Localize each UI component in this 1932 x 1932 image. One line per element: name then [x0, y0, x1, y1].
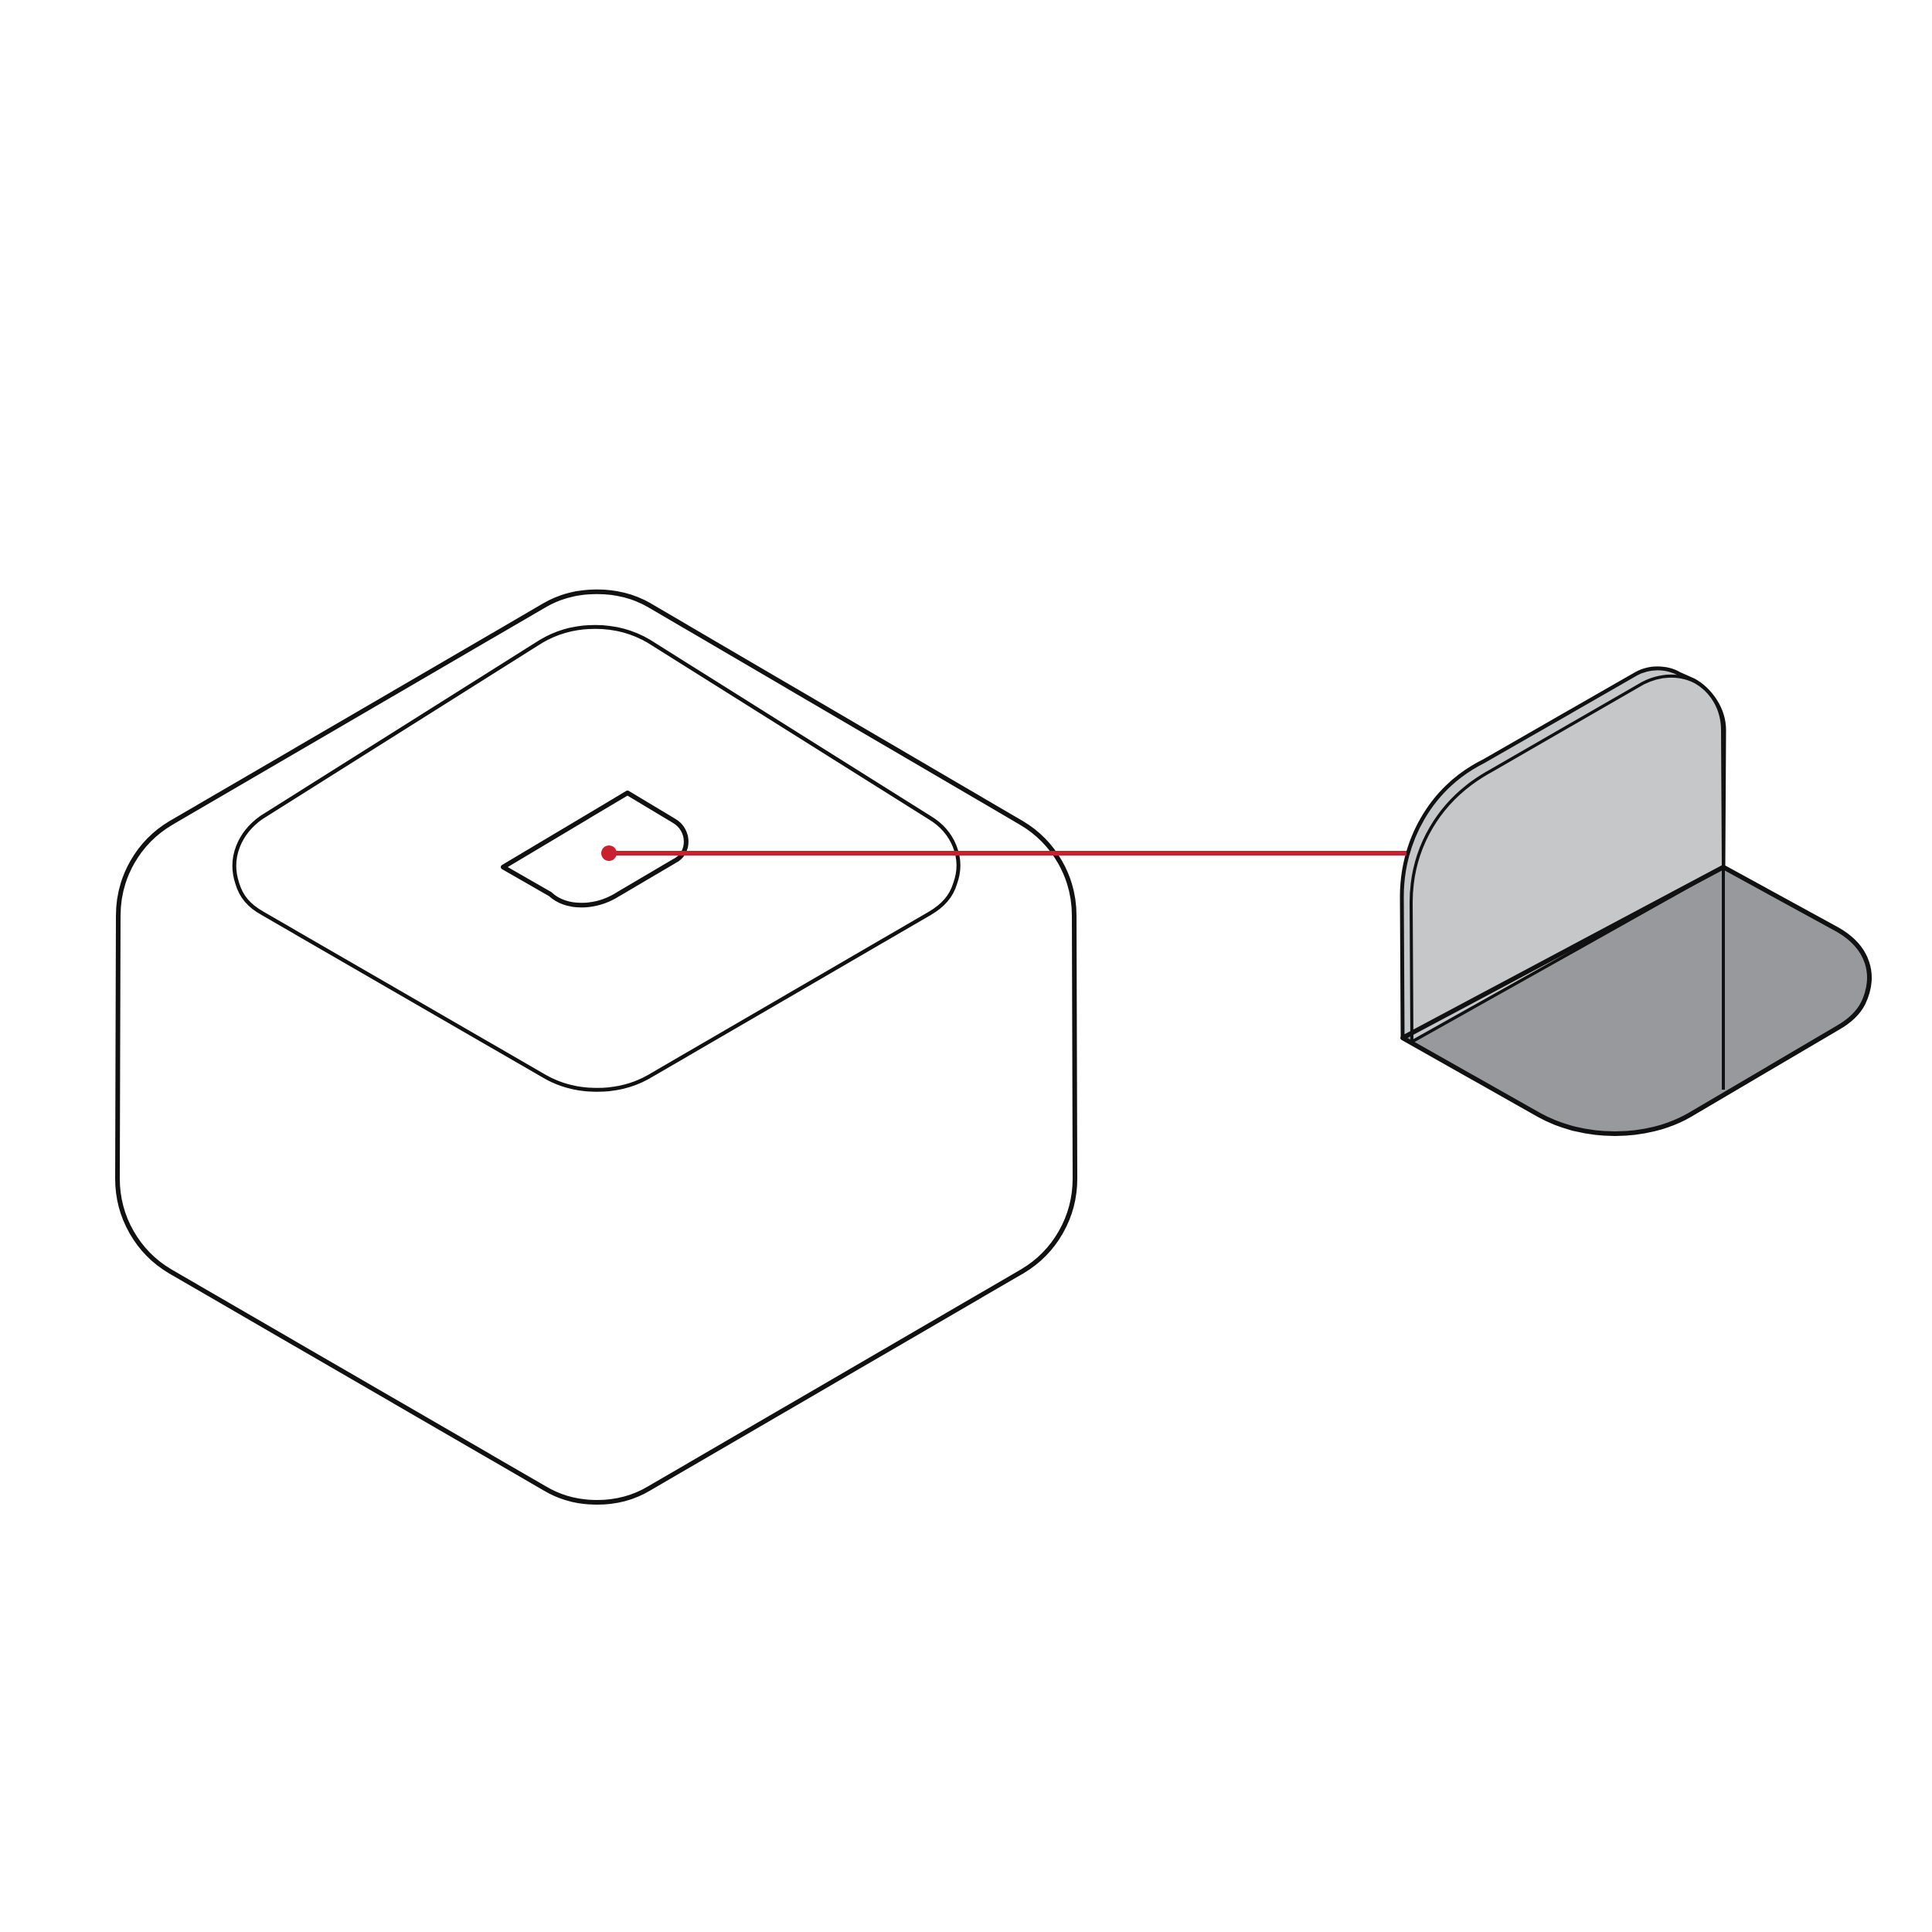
corner-floor [1400, 865, 1872, 1136]
box-outline [115, 589, 1077, 1505]
leader-origin-dot [601, 845, 617, 861]
corner-base-edge [1401, 865, 1725, 1040]
top-vent [501, 791, 689, 908]
corner-wall-inner [1410, 674, 1725, 1043]
lid-recess [232, 624, 961, 1092]
